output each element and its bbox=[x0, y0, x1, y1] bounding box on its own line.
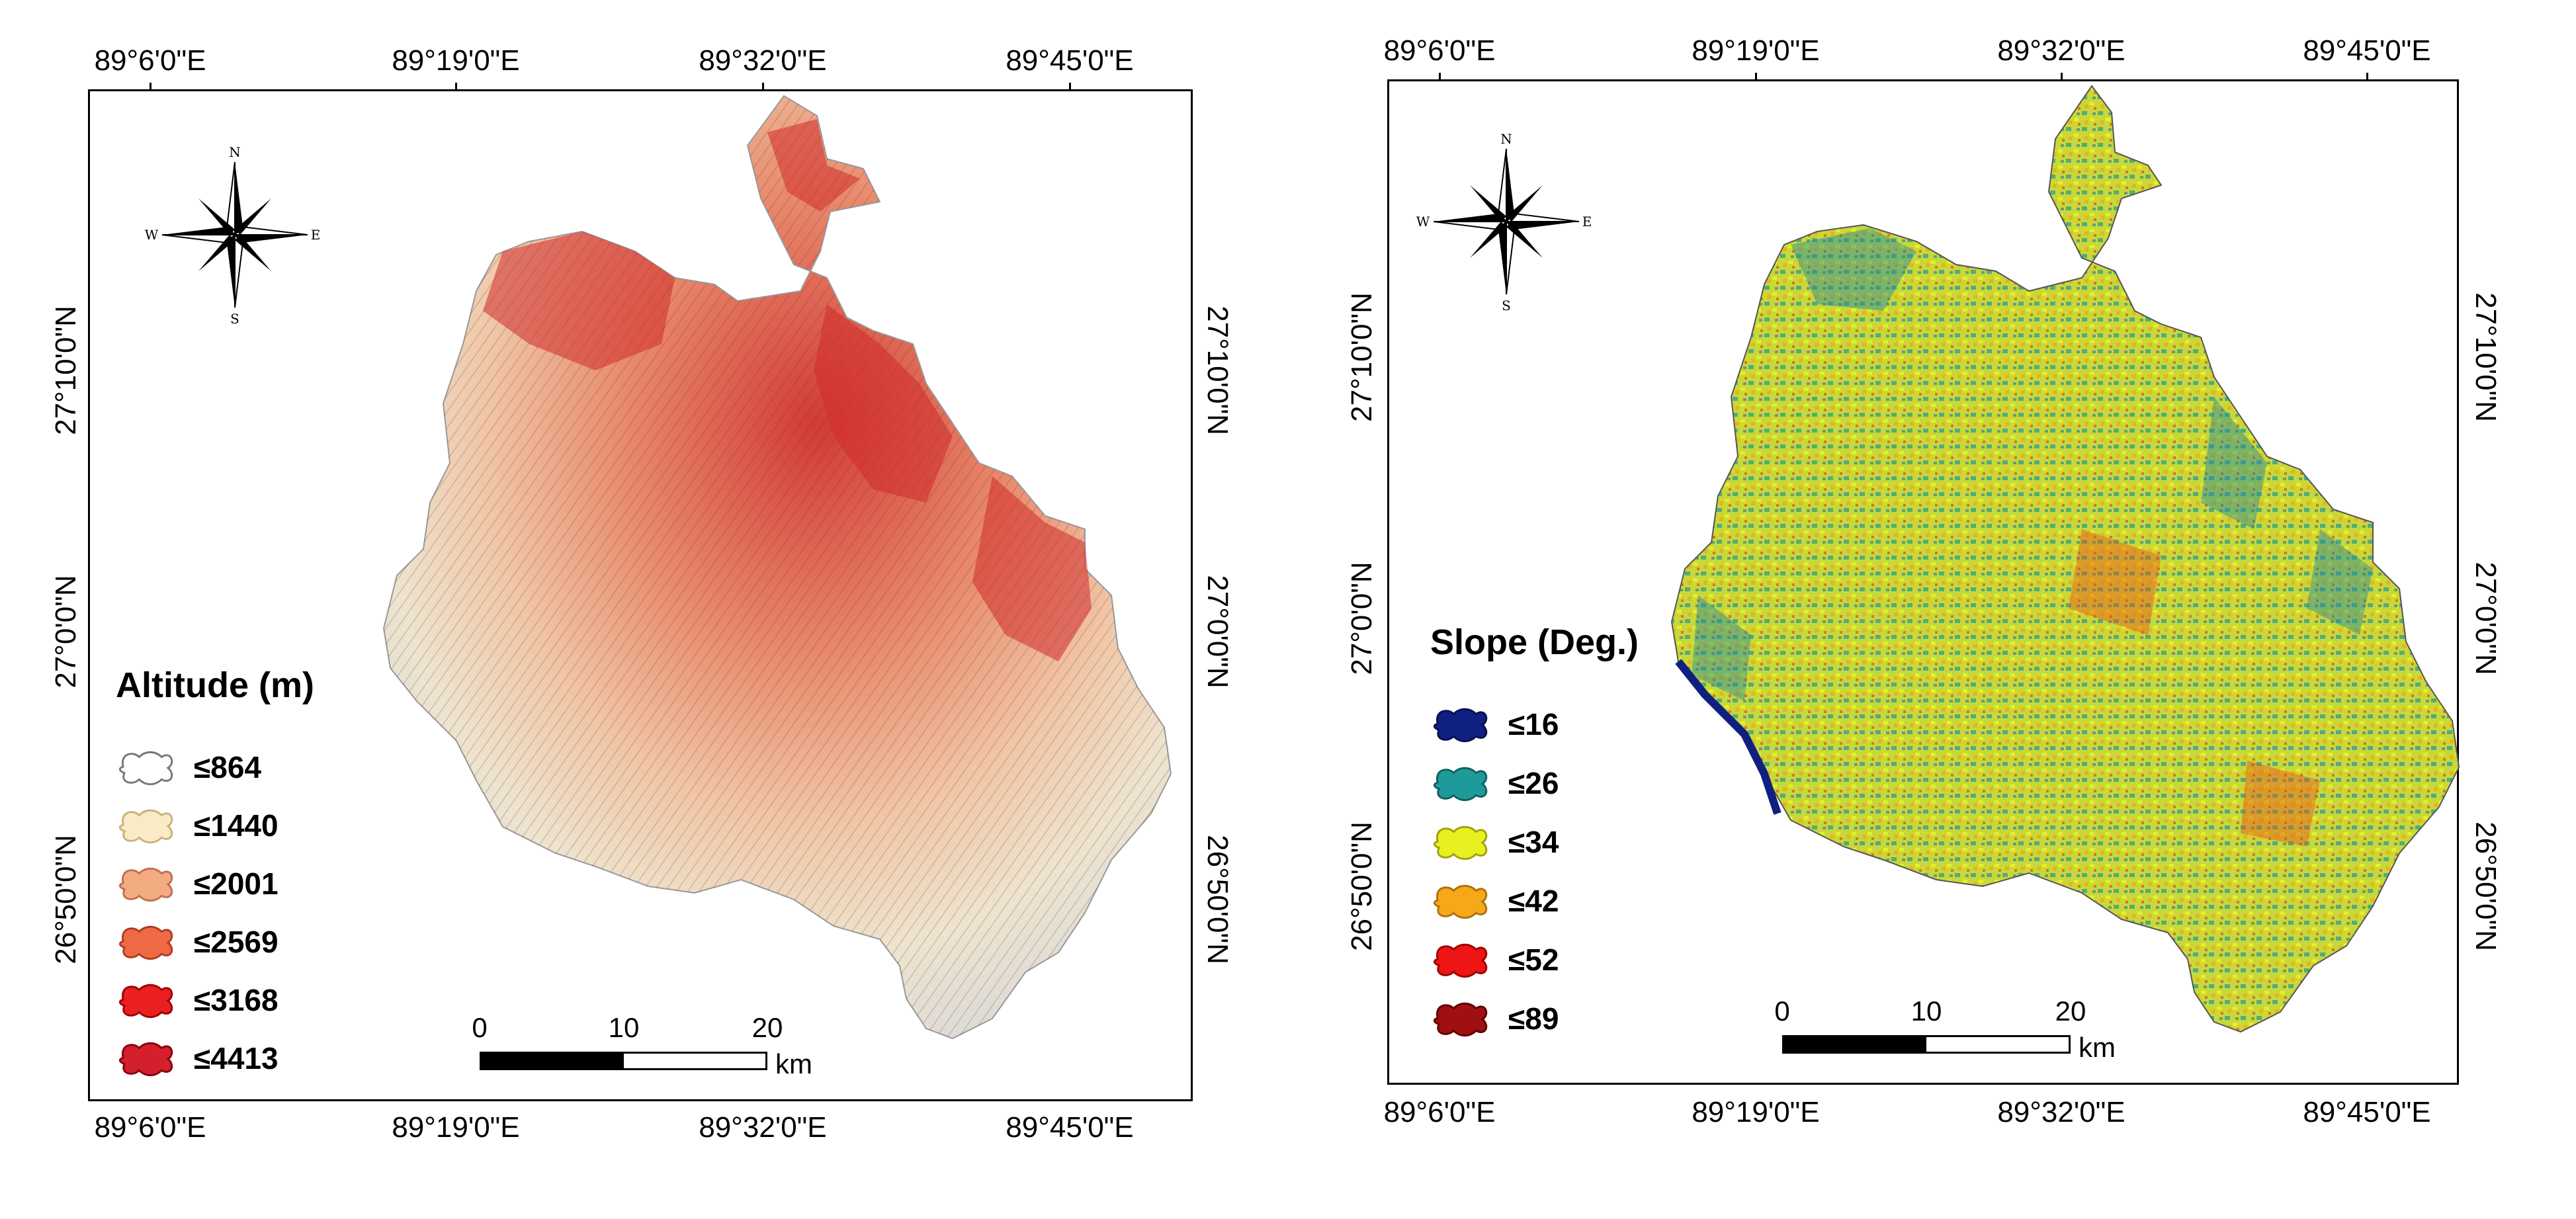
lat-tick-left: 27°0'0"N bbox=[50, 575, 82, 689]
legend-item: ≤2569 bbox=[116, 919, 279, 965]
lon-tick-bottom: 89°32'0"E bbox=[699, 1111, 827, 1144]
lon-tick-top: 89°45'0"E bbox=[1006, 44, 1134, 77]
legend-swatch bbox=[118, 751, 173, 786]
scale-unit: km bbox=[775, 1048, 812, 1079]
tick-mark bbox=[762, 83, 764, 89]
legend-swatch bbox=[1433, 825, 1488, 861]
legend-title: Altitude (m) bbox=[116, 665, 314, 705]
legend-item: ≤89 bbox=[1430, 995, 1559, 1042]
lat-tick-left: 26°50'0"N bbox=[1346, 821, 1378, 951]
legend-swatch bbox=[118, 1042, 173, 1077]
legend-item: ≤42 bbox=[1430, 878, 1559, 924]
lon-tick-bottom: 89°6'0"E bbox=[1383, 1096, 1496, 1128]
lat-tick-right: 26°50'0"N bbox=[2469, 821, 2502, 951]
compass-n: N bbox=[1500, 131, 1512, 147]
scale-bar bbox=[1782, 1035, 2071, 1054]
compass-s: S bbox=[230, 311, 239, 327]
legend-label: ≤4413 bbox=[194, 1041, 279, 1075]
compass-e: E bbox=[311, 227, 321, 243]
legend-label: ≤34 bbox=[1508, 825, 1559, 859]
lat-tick-left: 27°10'0"N bbox=[1346, 292, 1378, 422]
tick-mark bbox=[2061, 73, 2063, 79]
legend-item: ≤2001 bbox=[116, 861, 279, 907]
lon-tick-top: 89°6'0"E bbox=[1383, 34, 1496, 67]
lon-tick-bottom: 89°45'0"E bbox=[1006, 1111, 1134, 1144]
slope-map-panel: 89°6'0"E 89°19'0"E 89°32'0"E 89°45'0"E 8… bbox=[1288, 0, 2576, 1219]
north-arrow-icon: N S E W bbox=[145, 144, 321, 327]
legend-swatch bbox=[118, 925, 173, 960]
lat-tick-right: 27°0'0"N bbox=[2469, 562, 2502, 675]
lat-tick-left: 27°10'0"N bbox=[50, 306, 82, 435]
compass-s: S bbox=[1502, 298, 1511, 314]
legend-item: ≤3168 bbox=[116, 977, 279, 1023]
scale-bar bbox=[480, 1052, 767, 1070]
lon-tick-bottom: 89°6'0"E bbox=[94, 1111, 206, 1144]
lon-tick-top: 89°19'0"E bbox=[392, 44, 520, 77]
tick-mark bbox=[150, 83, 151, 89]
compass-w: W bbox=[1416, 214, 1430, 230]
legend-swatch bbox=[1433, 943, 1488, 978]
legend-label: ≤52 bbox=[1508, 943, 1559, 977]
lon-tick-top: 89°45'0"E bbox=[2303, 34, 2431, 67]
scale-label: 20 bbox=[2055, 995, 2086, 1027]
scale-label: 20 bbox=[751, 1012, 783, 1043]
compass-n: N bbox=[229, 144, 241, 160]
legend-label: ≤2001 bbox=[194, 866, 279, 901]
legend-item: ≤52 bbox=[1430, 937, 1559, 983]
altitude-map-panel: 89°6'0"E 89°19'0"E 89°32'0"E 89°45'0"E 8… bbox=[50, 44, 1234, 1144]
tick-mark bbox=[2366, 73, 2368, 79]
tick-mark bbox=[1755, 73, 1757, 79]
lon-tick-top: 89°19'0"E bbox=[1692, 34, 1820, 67]
altitude-terrain bbox=[382, 95, 1172, 1040]
legend-item: ≤16 bbox=[1430, 701, 1559, 747]
legend-swatch bbox=[1433, 767, 1488, 802]
lat-tick-right: 27°10'0"N bbox=[2469, 292, 2502, 422]
legend-item: ≤26 bbox=[1430, 760, 1559, 806]
legend-swatch bbox=[118, 809, 173, 844]
legend-item: ≤864 bbox=[116, 744, 261, 790]
scale-unit: km bbox=[2079, 1032, 2116, 1063]
scale-label: 10 bbox=[608, 1012, 640, 1043]
scale-label: 0 bbox=[472, 1012, 488, 1043]
legend-label: ≤3168 bbox=[194, 983, 279, 1017]
legend-label: ≤26 bbox=[1508, 766, 1559, 800]
legend-title: Slope (Deg.) bbox=[1430, 622, 1639, 662]
lat-tick-right: 27°10'0"N bbox=[1201, 306, 1234, 435]
legend-label: ≤864 bbox=[194, 750, 261, 784]
legend-swatch bbox=[1433, 884, 1488, 919]
lon-tick-top: 89°6'0"E bbox=[94, 44, 206, 77]
lon-tick-bottom: 89°19'0"E bbox=[392, 1111, 520, 1144]
lat-tick-right: 26°50'0"N bbox=[1201, 835, 1234, 964]
lon-tick-bottom: 89°32'0"E bbox=[1997, 1096, 2125, 1128]
lat-tick-left: 26°50'0"N bbox=[50, 835, 82, 964]
tick-mark bbox=[455, 83, 457, 89]
legend-label: ≤89 bbox=[1508, 1001, 1559, 1036]
tick-mark bbox=[1439, 73, 1441, 79]
legend-swatch bbox=[118, 867, 173, 902]
north-arrow-icon: N S E W bbox=[1416, 131, 1592, 314]
legend-label: ≤1440 bbox=[194, 808, 279, 843]
lat-tick-right: 27°0'0"N bbox=[1201, 575, 1234, 689]
lon-tick-top: 89°32'0"E bbox=[699, 44, 827, 77]
legend-label: ≤2569 bbox=[194, 925, 279, 959]
slope-terrain bbox=[1670, 85, 2460, 1033]
legend-swatch bbox=[118, 984, 173, 1019]
lat-tick-left: 27°0'0"N bbox=[1346, 562, 1378, 675]
legend-label: ≤16 bbox=[1508, 707, 1559, 741]
compass-e: E bbox=[1582, 214, 1592, 230]
legend-swatch bbox=[1433, 1002, 1488, 1037]
lon-tick-bottom: 89°45'0"E bbox=[2303, 1096, 2431, 1128]
legend-label: ≤42 bbox=[1508, 884, 1559, 918]
legend-item: ≤4413 bbox=[116, 1035, 279, 1081]
scale-label: 10 bbox=[1911, 995, 1942, 1027]
lon-tick-bottom: 89°19'0"E bbox=[1692, 1096, 1820, 1128]
district-outline bbox=[1670, 85, 2460, 1033]
lon-tick-top: 89°32'0"E bbox=[1997, 34, 2125, 67]
legend-swatch bbox=[1433, 708, 1488, 743]
compass-w: W bbox=[145, 227, 159, 243]
legend-item: ≤34 bbox=[1430, 819, 1559, 865]
tick-mark bbox=[1069, 83, 1071, 89]
scale-label: 0 bbox=[1774, 995, 1790, 1027]
legend-item: ≤1440 bbox=[116, 802, 279, 849]
